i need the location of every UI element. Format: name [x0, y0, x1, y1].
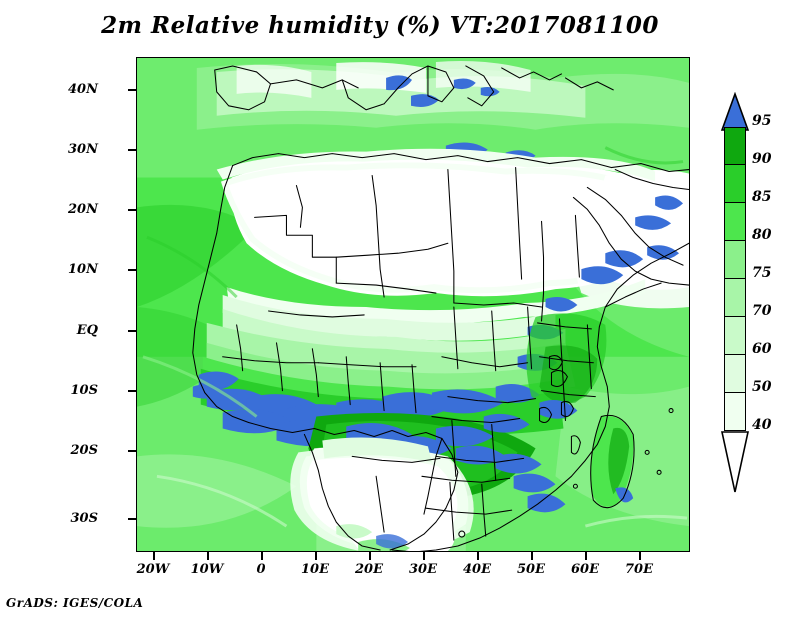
colorbar-tick-95: 95: [752, 113, 772, 129]
colorbar-band-75-80: [724, 241, 746, 279]
y-tick-label: 20N: [68, 202, 98, 217]
x-tick-mark: [423, 552, 425, 560]
x-tick-label: 10W: [190, 562, 224, 577]
x-tick-mark: [153, 552, 155, 560]
x-tick-label: 20E: [355, 562, 383, 577]
x-tick-label: 50E: [517, 562, 545, 577]
x-tick-mark: [207, 552, 209, 560]
x-tick-mark: [315, 552, 317, 560]
colorbar-tick-80: 80: [752, 227, 772, 243]
x-tick-label: 70E: [625, 562, 653, 577]
colorbar-tick-60: 60: [752, 341, 772, 357]
y-tick-label: 10S: [70, 383, 98, 398]
x-tick-label: 60E: [571, 562, 599, 577]
x-tick-mark: [477, 552, 479, 560]
y-tick-label: 20S: [70, 443, 98, 458]
colorbar-bottom-arrow: [721, 431, 749, 493]
x-tick-mark: [261, 552, 263, 560]
map-plot-area: [136, 57, 690, 552]
colorbar-tick-40: 40: [752, 417, 772, 433]
y-tick-mark: [128, 450, 136, 452]
colorbar-band-80-85: [724, 203, 746, 241]
x-tick-mark: [369, 552, 371, 560]
x-tick-label: 0: [256, 562, 266, 577]
x-tick-label: 30E: [409, 562, 437, 577]
colorbar-tick-90: 90: [752, 151, 772, 167]
colorbar-tick-85: 85: [752, 189, 772, 205]
colorbar-band-60-70: [724, 317, 746, 355]
y-tick-mark: [128, 149, 136, 151]
x-tick-label: 40E: [463, 562, 491, 577]
y-tick-label: 40N: [68, 82, 98, 97]
colorbar-tick-50: 50: [752, 379, 772, 395]
colorbar-band-70-75: [724, 279, 746, 317]
y-tick-label: 30N: [68, 142, 98, 157]
humidity-field-map: [137, 58, 689, 551]
x-tick-mark: [531, 552, 533, 560]
colorbar-band-50-60: [724, 355, 746, 393]
colorbar-band-85-90: [724, 165, 746, 203]
x-tick-label: 20W: [136, 562, 170, 577]
y-tick-label: 10N: [68, 262, 98, 277]
y-tick-mark: [128, 269, 136, 271]
y-tick-mark: [128, 390, 136, 392]
credit-text: GrADS: IGES/COLA: [6, 596, 144, 610]
page-title: 2m Relative humidity (%) VT:2017081100: [101, 12, 659, 39]
colorbar-band-40-50: [724, 393, 746, 431]
y-tick-mark: [128, 89, 136, 91]
x-tick-mark: [585, 552, 587, 560]
x-tick-mark: [639, 552, 641, 560]
colorbar-tick-75: 75: [752, 265, 772, 281]
y-tick-mark: [128, 330, 136, 332]
y-tick-mark: [128, 518, 136, 520]
y-tick-label: EQ: [76, 323, 98, 338]
y-tick-mark: [128, 209, 136, 211]
colorbar-tick-70: 70: [752, 303, 772, 319]
colorbar-band-90-95: [724, 127, 746, 165]
y-tick-label: 30S: [70, 511, 98, 526]
x-tick-label: 10E: [301, 562, 329, 577]
